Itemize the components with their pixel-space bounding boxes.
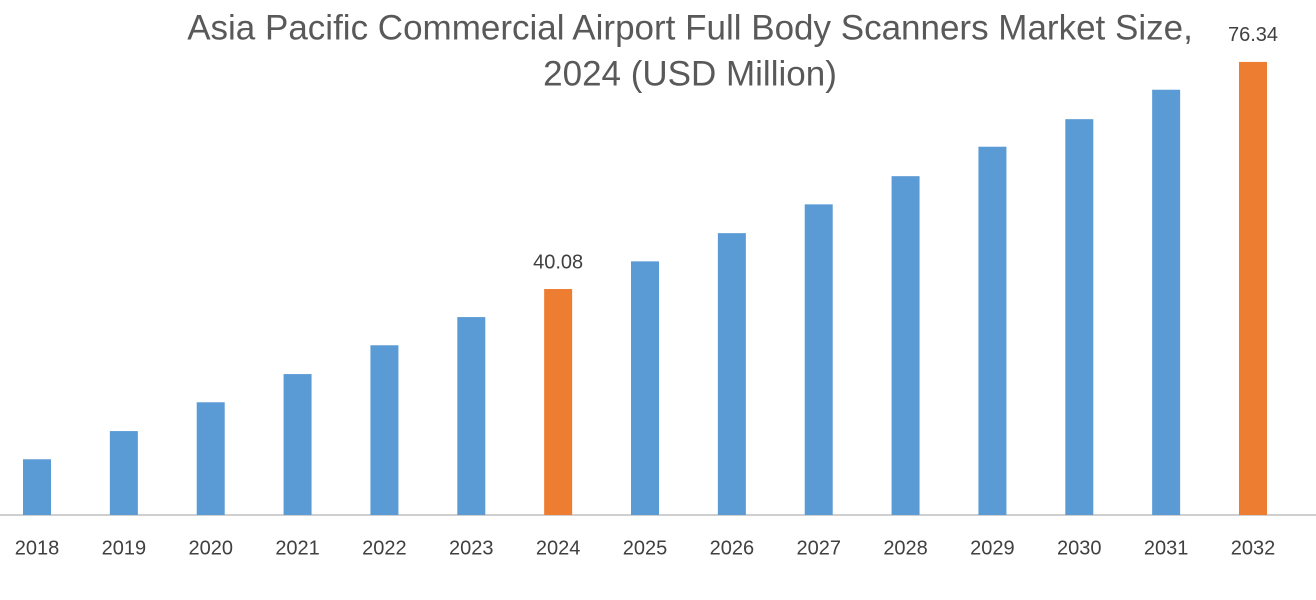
bar: [1152, 89, 1181, 516]
bar: [978, 146, 1007, 515]
bar: [457, 317, 486, 515]
bar: [717, 233, 746, 515]
x-tick-label: 2030: [1057, 537, 1102, 559]
bar: [109, 431, 138, 515]
bar: [1065, 119, 1094, 515]
x-tick-label: 2022: [362, 537, 407, 559]
value-label: 40.08: [533, 251, 583, 273]
x-tick-label: 2018: [15, 537, 60, 559]
chart-title: 2024 (USD Million): [543, 54, 837, 93]
x-tick-label: 2032: [1231, 537, 1276, 559]
x-tick-label: 2028: [883, 537, 928, 559]
bar: [804, 204, 833, 516]
bar: [283, 374, 312, 515]
bar: [196, 402, 225, 515]
chart-title: Asia Pacific Commercial Airport Full Bod…: [187, 8, 1193, 47]
x-tick-label: 2026: [710, 537, 755, 559]
value-label: 76.34: [1228, 24, 1278, 46]
bar: [891, 176, 920, 516]
x-tick-label: 2029: [970, 537, 1015, 559]
x-tick-label: 2020: [188, 537, 233, 559]
x-tick-label: 2019: [102, 537, 147, 559]
bar: [23, 459, 51, 515]
x-tick-label: 2031: [1144, 537, 1189, 559]
bar: [1239, 61, 1267, 515]
bar: [631, 261, 659, 515]
x-tick-label: 2025: [623, 537, 668, 559]
x-tick-label: 2027: [796, 537, 841, 559]
bar: [370, 345, 399, 515]
x-tick-label: 2021: [275, 537, 320, 559]
x-tick-label: 2024: [536, 537, 581, 559]
bar: [544, 289, 573, 515]
x-tick-label: 2023: [449, 537, 494, 559]
